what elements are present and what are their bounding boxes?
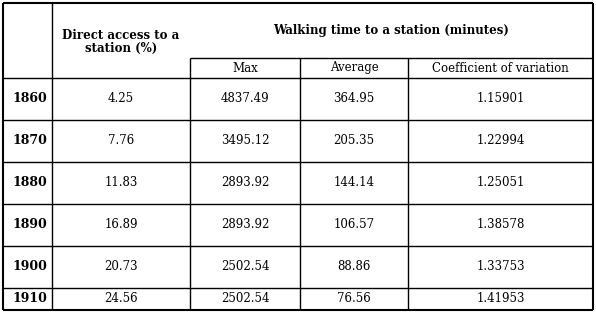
Text: 364.95: 364.95	[333, 93, 375, 105]
Text: 2893.92: 2893.92	[221, 177, 269, 189]
Text: 2502.54: 2502.54	[221, 260, 269, 274]
Text: 1900: 1900	[12, 260, 47, 274]
Text: 1880: 1880	[12, 177, 47, 189]
Text: 205.35: 205.35	[333, 135, 374, 147]
Text: 1.38578: 1.38578	[476, 218, 524, 232]
Text: 106.57: 106.57	[333, 218, 374, 232]
Text: 1910: 1910	[12, 293, 47, 305]
Text: 1.15901: 1.15901	[476, 93, 524, 105]
Text: 1890: 1890	[12, 218, 47, 232]
Text: 1860: 1860	[12, 93, 47, 105]
Text: 1.22994: 1.22994	[476, 135, 524, 147]
Text: 1.25051: 1.25051	[476, 177, 524, 189]
Text: 2893.92: 2893.92	[221, 218, 269, 232]
Text: 2502.54: 2502.54	[221, 293, 269, 305]
Text: 144.14: 144.14	[334, 177, 374, 189]
Text: Walking time to a station (minutes): Walking time to a station (minutes)	[274, 24, 510, 37]
Text: 1.33753: 1.33753	[476, 260, 525, 274]
Text: Coefficient of variation: Coefficient of variation	[432, 61, 569, 74]
Text: 4.25: 4.25	[108, 93, 134, 105]
Text: Max: Max	[232, 61, 258, 74]
Text: 20.73: 20.73	[104, 260, 138, 274]
Text: 1870: 1870	[12, 135, 47, 147]
Text: Direct access to a: Direct access to a	[63, 29, 179, 42]
Text: 76.56: 76.56	[337, 293, 371, 305]
Text: 11.83: 11.83	[104, 177, 138, 189]
Text: 3495.12: 3495.12	[221, 135, 269, 147]
Text: 88.86: 88.86	[337, 260, 371, 274]
Text: 16.89: 16.89	[104, 218, 138, 232]
Text: 1.41953: 1.41953	[476, 293, 524, 305]
Text: 7.76: 7.76	[108, 135, 134, 147]
Text: 24.56: 24.56	[104, 293, 138, 305]
Text: station (%): station (%)	[85, 42, 157, 55]
Text: Average: Average	[330, 61, 378, 74]
Text: 4837.49: 4837.49	[221, 93, 269, 105]
